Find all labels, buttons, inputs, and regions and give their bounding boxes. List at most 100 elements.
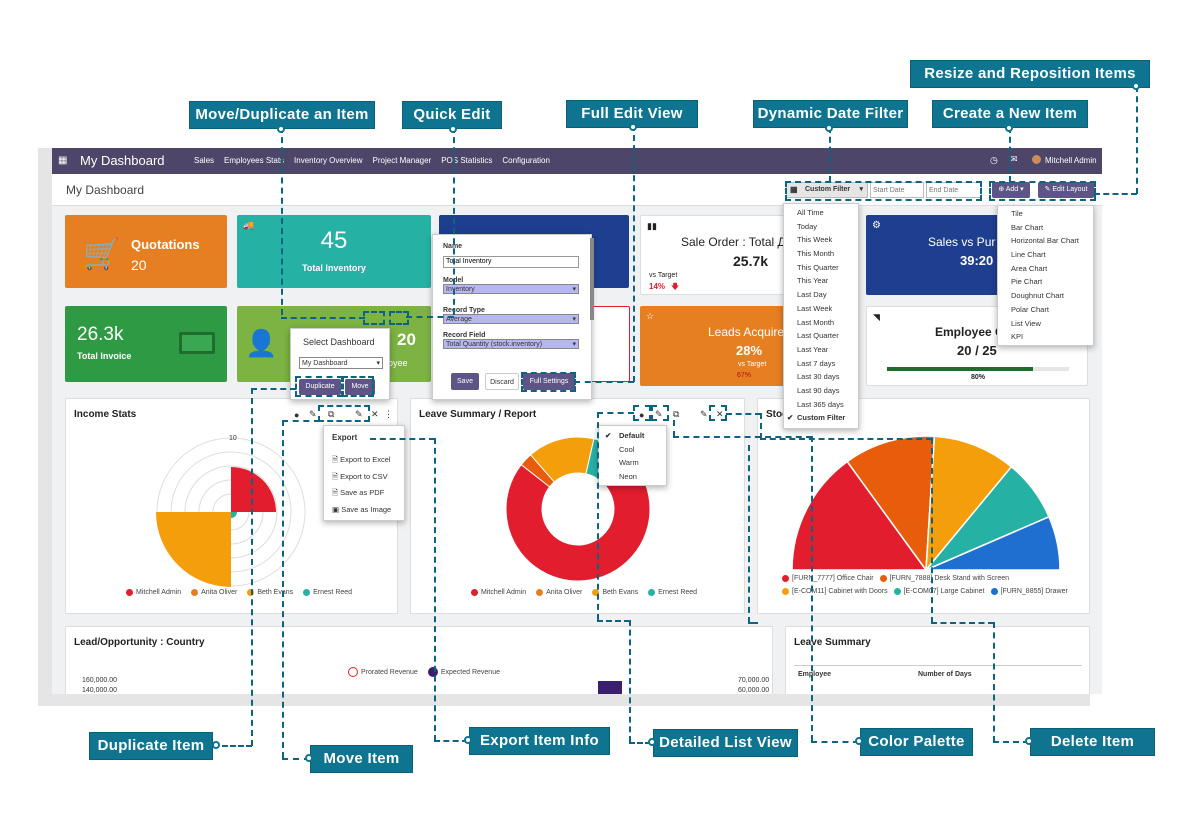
legend-item[interactable]: Anita Oliver <box>191 589 237 596</box>
chart-lead-opportunity[interactable]: Lead/Opportunity : Country Prorated Reve… <box>65 626 773 694</box>
model-select[interactable]: Inventory <box>443 284 579 294</box>
tile-label: Employee G <box>935 325 1005 339</box>
chat-icon[interactable]: ✉ <box>1010 154 1018 164</box>
export-csv-item[interactable]: 🗎 Export to CSV <box>332 471 388 481</box>
add-option[interactable]: List View <box>1011 318 1041 328</box>
menu-inventory-overview[interactable]: Inventory Overview <box>294 156 363 165</box>
legend-item[interactable]: Beth Evans <box>247 589 293 596</box>
popover-scrollbar[interactable] <box>590 238 594 320</box>
app-title[interactable]: My Dashboard <box>80 153 165 168</box>
date-option-selected[interactable]: ✔ Custom Filter <box>784 411 858 425</box>
apps-grid-icon[interactable]: ▦ <box>58 155 68 166</box>
legend-item[interactable]: Mitchell Admin <box>126 589 181 596</box>
copy-icon[interactable]: ⧉ <box>673 409 680 419</box>
date-option[interactable]: Last Day <box>797 290 827 300</box>
legend-item[interactable]: Prorated Revenue <box>348 667 418 677</box>
legend-item[interactable]: [FURN_8855] Drawer <box>990 588 1068 595</box>
add-option[interactable]: Polar Chart <box>1011 304 1049 314</box>
add-option[interactable]: Horizontal Bar Chart <box>1011 236 1079 246</box>
copy-icon[interactable]: ⧉ <box>328 409 335 419</box>
date-option[interactable]: This Week <box>797 235 833 245</box>
full-settings-button[interactable]: Full Settings <box>523 373 575 390</box>
tile-total-inventory[interactable]: 🚚 45 Total Inventory <box>237 215 431 288</box>
pie-slice-2[interactable] <box>925 435 1013 573</box>
menu-employees-stats[interactable]: Employees Stats <box>224 156 285 165</box>
date-option[interactable]: Last Month <box>797 317 835 327</box>
legend-item[interactable]: Ernest Reed <box>303 589 352 596</box>
add-option[interactable]: Area Chart <box>1011 263 1048 273</box>
more-icon[interactable]: ⋮ <box>384 409 393 419</box>
palette-option[interactable]: Cool <box>619 444 635 454</box>
legend-item[interactable]: [FURN_7777] Office Chair <box>782 575 874 582</box>
tile-quotations[interactable]: 🛒 Quotations 20 <box>65 215 227 288</box>
edit-layout-button[interactable]: ✎ Edit Layout <box>1038 182 1094 198</box>
edit-icon[interactable]: ✎ <box>700 409 708 419</box>
pie-slice-4[interactable] <box>925 515 1061 571</box>
tile-total-invoice[interactable]: 26.3k Total Invoice <box>65 306 227 382</box>
pie-slice-1[interactable] <box>846 435 936 573</box>
info-icon[interactable]: ● <box>639 410 645 420</box>
menu-project-manager[interactable]: Project Manager <box>372 156 432 165</box>
date-option[interactable]: Last Year <box>797 344 829 354</box>
date-option[interactable]: Last 365 days <box>797 399 844 409</box>
move-button[interactable]: Move <box>345 379 375 395</box>
save-pdf-item[interactable]: 🗎 Save as PDF <box>332 488 385 497</box>
date-option[interactable]: Last 30 days <box>797 372 840 382</box>
pencil-icon[interactable]: ✎ <box>655 409 663 419</box>
info-icon[interactable]: ● <box>294 410 300 420</box>
avatar[interactable] <box>1032 155 1041 164</box>
date-option[interactable]: Today <box>797 221 818 231</box>
add-option[interactable]: Line Chart <box>1011 250 1046 260</box>
legend-item[interactable]: Ernest Reed <box>648 589 697 596</box>
date-filter-menu: All Time Today This Week This Month This… <box>783 203 859 429</box>
legend-item[interactable]: Expected Revenue <box>427 667 500 677</box>
start-date-input[interactable] <box>870 182 924 198</box>
legend-item[interactable]: Mitchell Admin <box>471 589 526 596</box>
save-image-item[interactable]: ▣ Save as Image <box>332 504 392 514</box>
date-option[interactable]: Last 7 days <box>797 358 836 368</box>
callout-full-edit: Full Edit View <box>566 100 698 128</box>
menu-sales[interactable]: Sales <box>194 156 215 165</box>
add-option[interactable]: KPI <box>1011 332 1024 342</box>
pie-slice-0[interactable] <box>791 460 928 571</box>
chart-stock[interactable]: Stoc [FURN_7777] Office Chair [FURN_7888… <box>757 398 1090 614</box>
pencil-icon[interactable]: ✎ <box>309 409 317 419</box>
add-option[interactable]: Doughnut Chart <box>1011 291 1064 301</box>
close-icon[interactable]: ✕ <box>371 409 379 419</box>
edit-icon[interactable]: ✎ <box>355 409 363 419</box>
legend-item[interactable]: [FURN_7888] Desk Stand with Screen <box>879 575 1009 582</box>
menu-configuration[interactable]: Configuration <box>502 156 550 165</box>
name-input[interactable] <box>443 255 579 268</box>
record-field-select[interactable]: Total Quantity (stock.inventory) <box>443 339 579 349</box>
close-icon[interactable]: ✕ <box>716 409 724 419</box>
date-option[interactable]: Last Quarter <box>797 331 839 341</box>
legend-item[interactable]: [E-COM07] Large Cabinet <box>893 588 985 595</box>
legend-item[interactable]: Beth Evans <box>592 589 638 596</box>
menu-pos-statistics[interactable]: POS Statistics <box>441 156 493 165</box>
add-option[interactable]: Pie Chart <box>1011 277 1043 287</box>
add-option[interactable]: Bar Chart <box>1011 222 1044 232</box>
legend-item[interactable]: Anita Oliver <box>536 589 582 596</box>
list-leave-summary[interactable]: Leave Summary Employee Number of Days <box>785 626 1090 694</box>
add-option[interactable]: Tile <box>1011 209 1023 218</box>
palette-option-selected[interactable]: ✔ Default <box>599 429 666 443</box>
record-type-select[interactable]: Average <box>443 314 579 324</box>
chart-leave-summary-report[interactable]: Leave Summary / Report ● ✎ ⧉ ✎ ✕ Mitchel… <box>410 398 745 614</box>
user-menu[interactable]: Mitchell Admin <box>1045 156 1097 165</box>
save-button[interactable]: Save <box>451 373 479 390</box>
add-item-button[interactable]: ⊕ Add ▾ <box>992 182 1030 198</box>
date-option[interactable]: This Year <box>797 276 829 286</box>
clock-icon[interactable]: ◷ <box>990 155 998 165</box>
date-option[interactable]: This Quarter <box>797 262 839 272</box>
export-excel-item[interactable]: 🗎 Export to Excel <box>332 455 391 464</box>
date-option[interactable]: Last 90 days <box>797 385 840 395</box>
palette-option[interactable]: Warm <box>619 458 639 468</box>
dashboard-select[interactable]: My Dashboard <box>299 357 383 369</box>
discard-button[interactable]: Discard <box>485 373 519 390</box>
duplicate-button[interactable]: Duplicate <box>299 379 341 395</box>
palette-option[interactable]: Neon <box>619 472 637 482</box>
legend-item[interactable]: [E-COM11] Cabinet with Doors <box>782 588 888 595</box>
date-option[interactable]: Last Week <box>797 303 833 313</box>
date-option[interactable]: This Month <box>797 249 835 259</box>
date-option[interactable]: All Time <box>797 208 824 217</box>
